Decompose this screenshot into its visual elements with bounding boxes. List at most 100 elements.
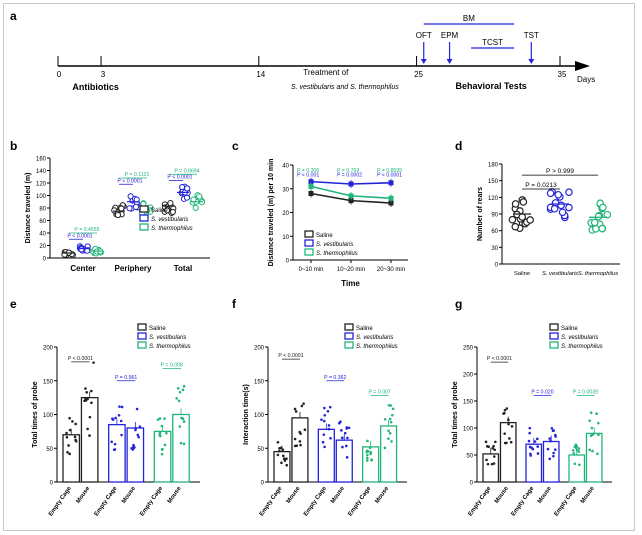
panel-e-data-point (130, 447, 133, 450)
panel-e-data-point (158, 417, 162, 420)
panel-d-y-tick-label: 30 (491, 246, 498, 252)
panel-e-data-point (73, 435, 77, 439)
panel-f-y-tick-label: 0 (261, 481, 265, 487)
panel-g-data-point (595, 412, 598, 416)
panel-f-data-point (322, 433, 326, 436)
panel-f-data-point (388, 417, 392, 421)
panel-f-data-point (368, 446, 372, 450)
panel-e-data-point (65, 435, 69, 439)
panel-e-data-point (177, 399, 181, 403)
panel-f-y-axis-label: Interaction time(s) (243, 384, 250, 445)
panel-b-data-point (127, 193, 134, 200)
panel-f-data-point (341, 445, 344, 449)
panel-d-data-point (508, 215, 517, 224)
panel-label-f: f (232, 297, 237, 311)
panel-g-data-point (492, 444, 495, 448)
panel-e-data-point (66, 451, 69, 454)
panel-g-data-point (577, 447, 581, 450)
panel-g-data-point (535, 437, 539, 441)
panel-d-data-point (519, 198, 528, 206)
panel-g-data-point (575, 448, 579, 452)
panel-f-data-point (302, 402, 305, 405)
panel-b-category-label: Total (174, 264, 193, 273)
panel-f-data-point (343, 431, 347, 435)
panel-f-y-tick-label: 50 (257, 447, 264, 453)
panel-g-legend-label: Saline (561, 326, 578, 332)
test-label: TST (524, 31, 539, 40)
panel-f-data-point (327, 424, 331, 427)
panel-f-data-point (366, 453, 369, 457)
panel-g-bar (499, 421, 517, 483)
panel-e-data-point (181, 417, 185, 421)
panel-g-bar (542, 440, 560, 483)
panel-g-data-point (490, 462, 494, 466)
panel-e-data-point (68, 416, 71, 420)
panel-e-data-point (163, 443, 167, 447)
panel-e-legend-label: Saline (149, 326, 166, 332)
panel-b-legend-label: Saline (151, 208, 168, 214)
panel-b-data-point (196, 193, 203, 200)
panel-d-data-point (590, 218, 599, 227)
panel-f-bar (379, 425, 398, 483)
panel-g-legend-swatch (549, 332, 559, 340)
panel-e-data-point (118, 405, 121, 408)
panel-g-y-tick-label: 50 (466, 454, 473, 460)
panel-e-data-point (114, 416, 117, 420)
panel-b-p-value: P = 0.4555 (74, 227, 99, 233)
timeline-tick-label: 14 (256, 70, 265, 79)
panel-d-data-point (511, 222, 520, 231)
panel-f-data-point (389, 404, 393, 407)
panel-f-data-point (278, 449, 281, 453)
panel-e-data-point (86, 427, 89, 431)
panel-f-data-point (280, 461, 283, 465)
panel-d-y-axis-label: Number of rears (477, 187, 484, 241)
panel-d-data-point (594, 212, 603, 221)
behavioral-tests-label: Behavioral Tests (455, 81, 526, 91)
panel-f-bar (273, 450, 291, 483)
timeline-arrowhead (575, 61, 590, 71)
panel-d-y-tick-label: 120 (488, 196, 499, 202)
panel-e-category-label: Empty Cage (94, 485, 119, 517)
panel-g-data-point (548, 437, 552, 440)
panel-c-y-tick-label: 0 (286, 259, 290, 265)
panel-e-legend-swatch (137, 323, 147, 331)
panel-g-data-point (528, 445, 532, 449)
panel-b-data-point (118, 205, 125, 212)
panel-g-y-tick-label: 100 (463, 427, 474, 433)
panel-f-data-point (300, 404, 304, 408)
panel-f-legend-swatch (344, 341, 354, 349)
panel-c-legend-label: S. thermophilus (316, 251, 358, 257)
panel-g-data-point (507, 422, 510, 426)
panel-g-data-point (507, 418, 510, 422)
panel-c-data-point (348, 198, 354, 204)
panel-g-data-point (553, 433, 557, 437)
panel-b-y-tick-label: 80 (39, 207, 46, 213)
panel-f-data-point (276, 453, 280, 457)
panel-e-data-point (84, 387, 87, 390)
panel-f-data-point (347, 426, 351, 430)
panel-b-y-tick-label: 0 (43, 257, 47, 263)
panel-f-category-label: Empty Cage (347, 485, 372, 517)
panel-g-bar (482, 453, 500, 483)
panel-f-data-point (391, 413, 394, 417)
panel-f-category-label: Empty Cage (259, 485, 284, 517)
panel-g-data-point (508, 437, 511, 440)
panel-e-data-point (86, 397, 89, 401)
panel-g-y-tick-label: 250 (463, 346, 474, 352)
panel-b-data-point (184, 185, 191, 192)
panel-e-legend-label: S. thermophilus (149, 344, 191, 350)
panel-f-p-value: P < 0.0001 (278, 353, 303, 359)
panel-g-data-point (589, 411, 593, 414)
panel-e-data-point (71, 420, 74, 423)
panel-e-data-point (156, 418, 160, 421)
panel-g-data-point (503, 408, 507, 412)
panel-e-y-tick-label: 150 (43, 379, 54, 385)
panel-f-data-point (387, 429, 390, 433)
panel-g-category-label: Empty Cage (554, 485, 579, 517)
panel-b-data-point (169, 208, 176, 216)
panel-label-c: c (232, 139, 239, 153)
panel-e-data-point (182, 442, 186, 446)
timeline-tick-label: 35 (558, 70, 567, 79)
panel-d-data-point (550, 204, 559, 213)
panel-e-category-label: Mouse (167, 485, 183, 505)
